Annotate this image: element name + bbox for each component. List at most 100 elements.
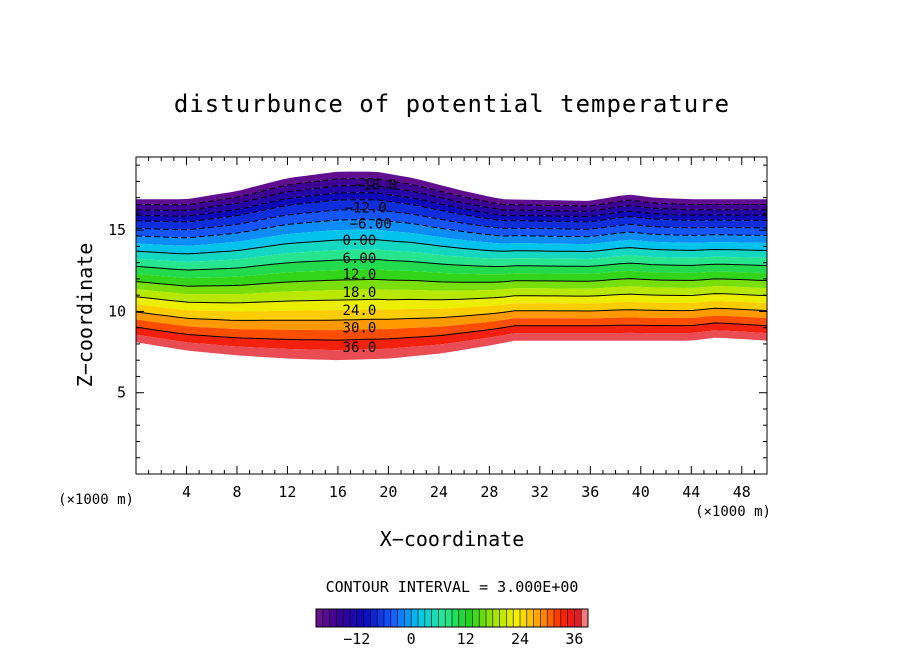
contour-band xyxy=(136,209,767,238)
colorbar-cell xyxy=(370,609,378,627)
contour-band xyxy=(136,259,767,279)
chart-title: disturbunce of potential temperature xyxy=(174,90,730,118)
colorbar-cell xyxy=(350,609,358,627)
x-tick-label: 24 xyxy=(430,483,448,501)
colorbar-cell xyxy=(513,609,521,627)
x-tick-label: 4 xyxy=(182,483,191,501)
x-tick-label: 32 xyxy=(531,483,549,501)
colorbar-cell xyxy=(322,609,330,627)
contour-band xyxy=(136,219,767,246)
contour-band xyxy=(136,315,767,341)
colorbar-cell xyxy=(384,609,392,627)
colorbar-cell xyxy=(574,609,582,627)
colorbar-cell xyxy=(520,609,528,627)
contour-label: −12.0 xyxy=(345,200,387,216)
contour-line xyxy=(136,322,767,341)
colorbar-cell xyxy=(465,609,473,627)
x-tick-label: 44 xyxy=(682,483,700,501)
contour-line xyxy=(136,259,767,271)
x-tick-label: 20 xyxy=(379,483,397,501)
colorbar-cell xyxy=(554,609,562,627)
x-tick-label: 48 xyxy=(733,483,751,501)
colorbar-cell xyxy=(363,609,371,627)
colorbar-cell xyxy=(424,609,432,627)
contour-line xyxy=(136,192,767,218)
colorbar-cell xyxy=(526,609,534,627)
y-tick-label: 10 xyxy=(108,302,126,320)
contour-band xyxy=(136,171,767,207)
y-axis: 5 10 15 xyxy=(108,164,767,459)
colorbar-tick-label: 36 xyxy=(565,630,583,648)
contour-band xyxy=(136,293,767,312)
colorbar-cell xyxy=(547,609,555,627)
colorbar-cell xyxy=(418,609,426,627)
contour-line xyxy=(136,185,767,212)
colorbar-cell xyxy=(472,609,480,627)
colorbar-cell xyxy=(581,609,589,627)
contour-label: 12.0 xyxy=(343,267,377,283)
contour-band xyxy=(136,308,767,331)
colorbar-cell xyxy=(438,609,446,627)
contour-label: 24.0 xyxy=(343,303,377,319)
contour-label: −18.0 xyxy=(355,178,397,194)
contour-line xyxy=(136,199,767,223)
colorbar-cell xyxy=(540,609,548,627)
contour-label: 6.00 xyxy=(343,251,377,267)
contour-label: −6.00 xyxy=(350,217,392,233)
colorbar-cell xyxy=(431,609,439,627)
colorbar-cell xyxy=(411,609,419,627)
contour-field xyxy=(136,171,767,361)
y-tick-label: 5 xyxy=(117,384,126,402)
contour-line xyxy=(136,307,767,321)
contour-label: 36.0 xyxy=(343,340,377,356)
x-tick-label: 28 xyxy=(480,483,498,501)
contour-band xyxy=(136,330,767,361)
colorbar-cell xyxy=(329,609,337,627)
x-unit-label: (×1000 m) xyxy=(695,504,771,520)
contour-band xyxy=(136,286,767,303)
contour-band xyxy=(136,323,767,351)
colorbar-cell xyxy=(506,609,514,627)
x-axis: 4 8 12 16 20 24 28 32 36 40 44 48 xyxy=(148,157,755,501)
contour-label: 0.00 xyxy=(343,233,377,249)
contour-line xyxy=(136,278,767,287)
y-tick-label: 15 xyxy=(108,221,126,239)
colorbar-cell xyxy=(397,609,405,627)
contour-interval-text: CONTOUR INTERVAL = 3.000E+00 xyxy=(326,578,579,596)
x-tick-label: 40 xyxy=(632,483,650,501)
contour-band xyxy=(136,239,767,262)
colorbar-cell xyxy=(458,609,466,627)
colorbar-cell xyxy=(377,609,385,627)
colorbar-cell xyxy=(390,609,398,627)
colorbar-cell xyxy=(533,609,541,627)
colorbar-cell xyxy=(479,609,487,627)
colorbar-cell xyxy=(452,609,460,627)
contour-line xyxy=(136,178,767,207)
contour-band xyxy=(136,278,767,295)
contour-line xyxy=(136,293,767,304)
contour-line xyxy=(136,219,767,239)
contour-band xyxy=(136,269,767,287)
colorbar-cell xyxy=(567,609,575,627)
colorbar-tick-label: 0 xyxy=(407,630,416,648)
contour-line xyxy=(136,209,767,231)
contour-band xyxy=(136,249,767,270)
contour-line xyxy=(136,239,767,255)
x-tick-label: 16 xyxy=(329,483,347,501)
colorbar-cell xyxy=(404,609,412,627)
colorbar-cell xyxy=(486,609,494,627)
colorbar-cell xyxy=(336,609,344,627)
y-axis-title: Z−coordinate xyxy=(73,243,97,388)
y-unit-label: (×1000 m) xyxy=(58,492,134,508)
colorbar-cell xyxy=(492,609,500,627)
contour-label: 18.0 xyxy=(343,285,377,301)
contour-band xyxy=(136,300,767,321)
contour-band xyxy=(136,199,767,230)
x-tick-label: 36 xyxy=(581,483,599,501)
colorbar-cell xyxy=(316,609,324,627)
colorbar-frame xyxy=(315,608,589,628)
colorbar-cell xyxy=(499,609,507,627)
contour-band xyxy=(136,229,767,254)
x-tick-label: 12 xyxy=(278,483,296,501)
